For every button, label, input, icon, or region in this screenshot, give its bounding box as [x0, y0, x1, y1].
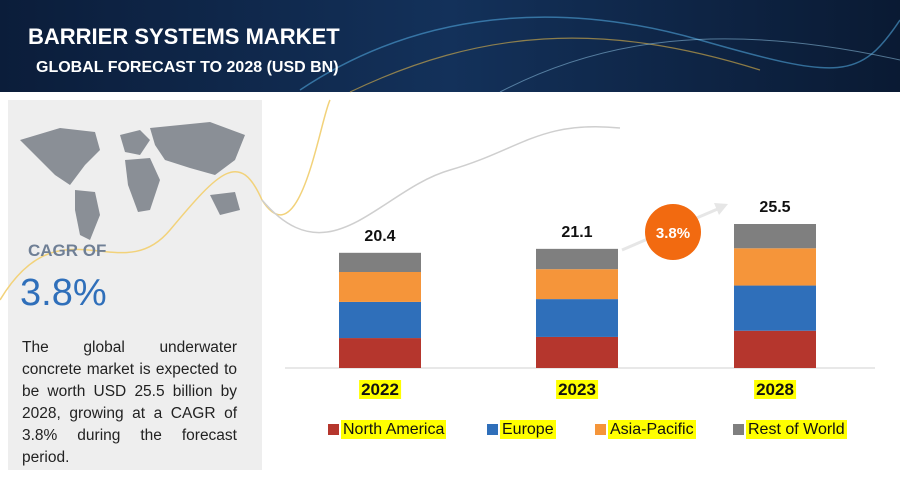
growth-arrowhead	[714, 203, 728, 215]
legend-label: North America	[341, 420, 447, 439]
decor-curve	[299, 16, 900, 91]
legend-label: Rest of World	[746, 420, 847, 439]
legend-label: Asia-Pacific	[608, 420, 696, 439]
bar-segment	[536, 336, 618, 368]
x-tick-label: 2022	[359, 380, 401, 399]
title: BARRIER SYSTEMS MARKET	[28, 24, 340, 49]
bar-segment	[734, 224, 816, 249]
bar-segment	[536, 269, 618, 300]
legend-swatch	[328, 424, 339, 435]
legend-label: Europe	[500, 420, 556, 439]
bar-segment	[734, 330, 816, 368]
bar-segment	[339, 252, 421, 272]
total-label: 20.4	[364, 228, 395, 245]
total-label: 21.1	[561, 224, 592, 241]
legend-swatch	[487, 424, 498, 435]
legend-swatch	[595, 424, 606, 435]
header-band	[0, 0, 900, 92]
cagr-bubble	[645, 204, 701, 260]
bar-segment	[339, 301, 421, 339]
bar-segment	[734, 285, 816, 331]
x-tick-label: 2028	[754, 380, 796, 399]
decor-curve	[0, 99, 331, 301]
subtitle: GLOBAL FORECAST TO 2028 (USD BN)	[36, 59, 339, 76]
decor-curve	[349, 37, 761, 93]
world-map	[20, 122, 245, 240]
cagr-label: CAGR OF	[28, 241, 106, 260]
bar-segment	[536, 248, 618, 270]
decor-curve	[261, 126, 621, 234]
total-label: 25.5	[759, 199, 790, 216]
bar-segment	[339, 338, 421, 368]
bar-segment	[339, 272, 421, 302]
description: The global underwater concrete market is…	[22, 339, 237, 466]
bar-segment	[536, 299, 618, 337]
decor-curve	[499, 38, 900, 93]
legend-swatch	[733, 424, 744, 435]
cagr-bubble-label: 3.8%	[656, 225, 690, 242]
x-tick-label: 2023	[556, 380, 598, 399]
bar-segment	[734, 248, 816, 286]
cagr-value: 3.8%	[20, 272, 107, 314]
